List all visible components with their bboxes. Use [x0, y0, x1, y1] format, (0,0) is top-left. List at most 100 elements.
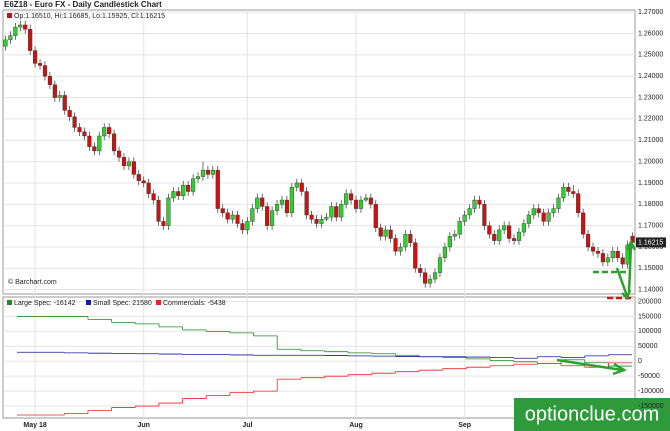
candle-body	[566, 187, 571, 192]
legend-swatch	[7, 13, 12, 18]
y-tick-label: 1.27000	[638, 9, 663, 16]
candle-body	[245, 221, 250, 231]
watermark-box	[514, 398, 670, 431]
y-tick-label: -50000	[638, 373, 660, 380]
candle-body	[344, 193, 349, 205]
y-tick-label: 50000	[638, 343, 658, 350]
x-tick-label: Jun	[137, 422, 149, 429]
candle-body	[131, 161, 136, 175]
candle-body	[210, 169, 215, 175]
y-tick-label: 1.17000	[638, 223, 663, 230]
price-tag: 1.16215	[638, 239, 663, 246]
candle-body	[13, 26, 18, 36]
candle-body	[314, 219, 319, 224]
y-tick-label: 0	[638, 358, 642, 365]
candle-body	[531, 208, 536, 216]
candle-body	[541, 212, 546, 222]
candle-body	[349, 193, 354, 201]
y-tick-label: 1.18000	[638, 201, 663, 208]
y-tick-label: 100000	[638, 328, 661, 335]
candle-body	[511, 238, 517, 241]
x-tick-label: Sep	[458, 422, 471, 429]
x-tick-label: May 18	[23, 422, 46, 429]
candle-body	[358, 199, 364, 209]
candle-body	[77, 127, 82, 132]
candle-body	[92, 146, 97, 152]
x-tick-label: Jul	[242, 422, 252, 429]
candle-body	[408, 234, 413, 243]
candle-body	[274, 204, 280, 211]
candle-body	[235, 214, 240, 224]
y-tick-label: -100000	[638, 388, 664, 395]
candle-body	[472, 199, 477, 209]
candle-body	[146, 182, 151, 194]
candle-body	[186, 184, 191, 192]
candle-body	[521, 223, 526, 233]
candle-body	[284, 199, 289, 214]
candle-body	[452, 234, 457, 237]
candle-body	[136, 174, 141, 182]
legend-swatch	[7, 300, 12, 305]
candle-body	[368, 197, 373, 205]
candle-body	[586, 234, 591, 248]
candle-body	[413, 242, 418, 269]
candle-body	[403, 234, 408, 248]
candle-body	[423, 272, 428, 284]
legend-entry: Large Spec: -16142	[14, 300, 76, 307]
candle-body	[507, 225, 512, 239]
candle-body	[353, 199, 359, 209]
candle-body	[176, 191, 181, 196]
candle-body	[467, 208, 472, 216]
candle-body	[102, 127, 107, 137]
candle-body	[615, 251, 620, 258]
y-tick-label: 1.24000	[638, 73, 663, 80]
candle-body	[151, 193, 156, 201]
y-tick-label: 1.19000	[638, 180, 663, 187]
candle-body	[319, 219, 324, 224]
candle-body	[82, 131, 87, 137]
candle-body	[289, 187, 294, 214]
candle-body	[23, 24, 28, 30]
watermark: optionclue.com	[525, 403, 660, 425]
legend-entry: Small Spec: 21580	[93, 300, 152, 307]
candle-body	[590, 246, 596, 252]
candle-body	[161, 221, 166, 226]
legend-swatch	[86, 300, 91, 305]
candle-body	[3, 39, 8, 47]
y-tick-label: 1.22000	[638, 116, 663, 123]
candle-body	[442, 246, 447, 258]
chart-title: E6Z18 - Euro FX - Daily Candlestick Char…	[4, 0, 162, 9]
candle-body	[230, 214, 235, 220]
candle-body	[492, 234, 497, 241]
candle-body	[141, 180, 146, 184]
candle-body	[497, 229, 502, 241]
candle-body	[418, 268, 423, 273]
candle-body	[428, 278, 433, 284]
candle-body	[605, 257, 610, 263]
candle-body	[432, 272, 438, 280]
x-tick-label: Aug	[349, 422, 363, 429]
candle-body	[279, 199, 285, 205]
candle-body	[171, 191, 176, 199]
candle-body	[191, 178, 196, 192]
candle-body	[581, 212, 586, 235]
legend-entry: Commercials: -5438	[163, 300, 226, 307]
price-panel	[2, 9, 636, 295]
candle-body	[240, 223, 245, 231]
candle-body	[561, 187, 566, 199]
candle-body	[576, 193, 581, 214]
candle-body	[47, 75, 52, 85]
candle-body	[334, 206, 339, 218]
candle-body	[37, 63, 43, 66]
candle-body	[610, 251, 615, 258]
y-tick-label: 1.26000	[638, 30, 663, 37]
candle-body	[437, 257, 443, 273]
candle-body	[487, 225, 492, 235]
candle-body	[215, 169, 220, 209]
candle-body	[299, 182, 304, 192]
candle-body	[620, 257, 625, 265]
candle-body	[33, 50, 38, 64]
candle-body	[339, 204, 344, 218]
candle-body	[250, 208, 255, 222]
